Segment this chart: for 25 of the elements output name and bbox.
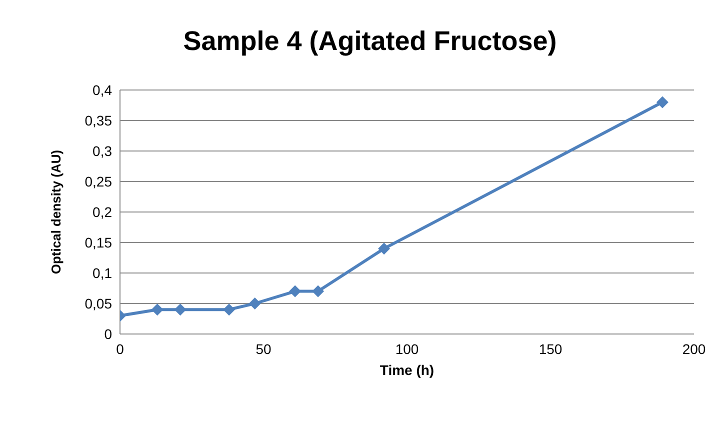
x-axis-title: Time (h) (380, 362, 434, 378)
x-tick-label: 150 (538, 341, 562, 357)
x-tick-label: 200 (682, 341, 706, 357)
y-tick-label: 0 (104, 326, 112, 342)
point (378, 242, 390, 255)
y-tick-label: 0,15 (84, 234, 112, 250)
x-tick-label: 50 (256, 341, 272, 357)
y-tick-label: 0,25 (84, 173, 112, 190)
x-tick-label: 100 (395, 341, 419, 357)
y-tick-label: 0,1 (92, 264, 112, 281)
point (656, 96, 668, 108)
y-tick-label: 0,35 (84, 112, 112, 128)
x-tick-label: 0 (116, 341, 124, 357)
point (312, 285, 324, 298)
y-tick-label: 0,4 (92, 82, 112, 98)
point (174, 304, 186, 316)
y-tick-label: 0,2 (92, 204, 112, 220)
point (248, 298, 261, 310)
point (289, 285, 302, 298)
chart-title: Sample 4 (Agitated Fructose) (182, 26, 558, 57)
y-tick-label: 0,3 (92, 142, 112, 159)
y-axis-title: Optical density (AU) (48, 150, 64, 274)
point (223, 304, 236, 316)
point (151, 304, 164, 316)
y-tick-label: 0,05 (84, 295, 112, 312)
